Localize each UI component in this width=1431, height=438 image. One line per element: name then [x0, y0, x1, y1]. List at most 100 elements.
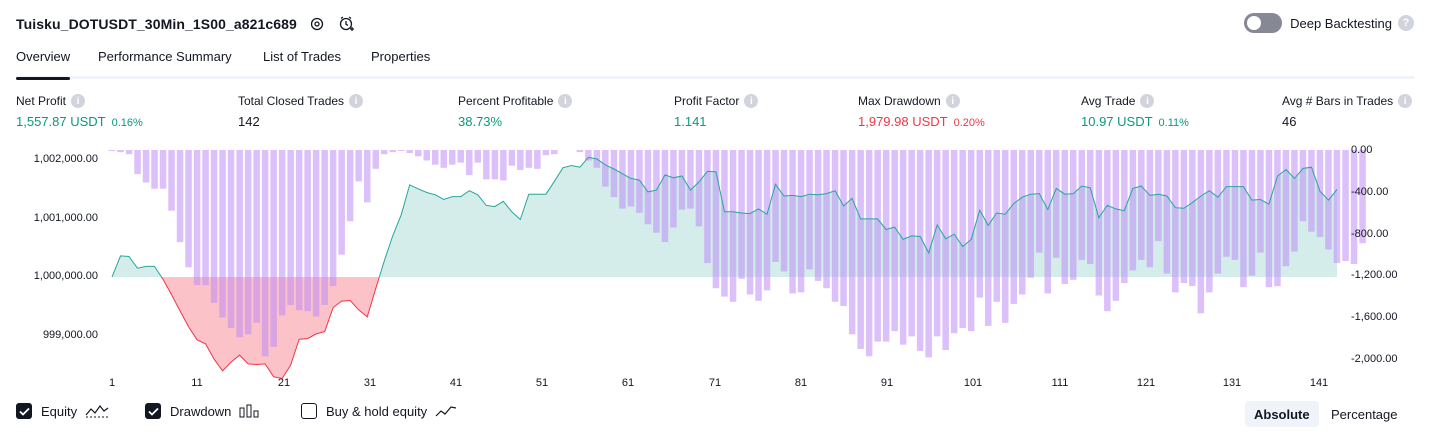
info-icon[interactable]: i — [349, 94, 364, 108]
x-tick: 61 — [621, 377, 635, 389]
tab-performance-summary[interactable]: Performance Summary — [98, 49, 232, 64]
y-right-tick: 0.00 — [1351, 144, 1373, 156]
drawdown-bar — [398, 150, 405, 151]
drawdown-bar — [381, 150, 388, 155]
drawdown-bar — [466, 150, 473, 176]
y-left-tick: 1,001,000.00 — [33, 212, 98, 224]
drawdown-bar — [1010, 150, 1017, 304]
absolute-toggle[interactable]: Absolute — [1245, 401, 1319, 427]
settings-icon[interactable] — [307, 14, 327, 34]
drawdown-bar — [202, 150, 209, 286]
drawdown-bar — [508, 150, 516, 166]
legend-equity[interactable]: Equity — [16, 403, 109, 419]
drawdown-bar — [814, 150, 822, 281]
toggle-knob — [1247, 16, 1262, 30]
drawdown-bar — [542, 150, 550, 156]
drawdown-bar — [840, 150, 847, 306]
drawdown-bar — [950, 150, 958, 334]
drawdown-bar — [1206, 150, 1213, 293]
metric-max-drawdown: Max Drawdown i 1,979.98 USDT 0.20% — [858, 93, 985, 129]
info-icon[interactable]: i — [1398, 94, 1413, 108]
drawdown-bar — [959, 150, 966, 328]
deep-backtesting-toggle[interactable] — [1244, 13, 1283, 33]
drawdown-bar — [500, 150, 507, 181]
drawdown-bar — [312, 150, 320, 317]
drawdown-bar — [644, 150, 652, 225]
drawdown-bar — [772, 150, 779, 262]
percentage-toggle[interactable]: Percentage — [1331, 406, 1398, 422]
y-left-tick: 1,000,000.00 — [33, 270, 98, 282]
drawdown-bar — [806, 150, 813, 270]
metric-label: Avg Trade — [1081, 94, 1136, 108]
drawdown-bar — [1257, 150, 1264, 253]
x-tick: 41 — [449, 377, 463, 389]
drawdown-bar — [1112, 150, 1120, 301]
x-tick: 111 — [1051, 377, 1069, 389]
deep-backtesting: Deep Backtesting ? — [1244, 13, 1414, 33]
drawdown-bar — [415, 150, 422, 157]
drawdown-bar — [185, 150, 192, 268]
drawdown-bar — [534, 150, 541, 169]
metric-percent: 0.11% — [1158, 117, 1189, 129]
y-right-tick: -2,000.00 — [1351, 353, 1398, 365]
x-tick: 131 — [1222, 377, 1242, 389]
drawdown-bar — [474, 150, 481, 163]
x-tick: 71 — [708, 377, 722, 389]
drawdown-bar — [789, 150, 796, 294]
metric-value: 1,557.87 USDT — [16, 114, 106, 129]
tab-bar: Overview Performance Summary List of Tra… — [16, 44, 1414, 80]
x-tick: 91 — [880, 377, 894, 389]
help-icon[interactable]: ? — [1398, 15, 1414, 31]
drawdown-bar — [712, 150, 720, 289]
equity-checkbox[interactable] — [16, 403, 32, 419]
drawdown-bar — [440, 150, 447, 168]
drawdown-bar — [449, 150, 456, 165]
drawdown-bar — [1282, 150, 1290, 267]
metric-percent-profitable: Percent Profitable i 38.73% — [458, 93, 573, 129]
drawdown-bar — [491, 150, 499, 180]
drawdown-bar — [372, 150, 379, 169]
drawdown-bar — [525, 150, 533, 168]
tab-overview[interactable]: Overview — [16, 49, 71, 80]
drawdown-bar — [1002, 150, 1009, 323]
drawdown-checkbox[interactable] — [145, 403, 161, 419]
drawdown-bar — [1265, 150, 1273, 288]
metric-value: 38.73% — [458, 114, 503, 129]
drawdown-bar — [831, 150, 839, 302]
drawdown-bar — [865, 150, 873, 357]
metric-value: 1,979.98 USDT — [858, 114, 948, 129]
metric-label: Net Profit — [16, 94, 67, 108]
metric-profit-factor: Profit Factor i 1.141 — [674, 93, 759, 129]
drawdown-bar — [695, 150, 703, 227]
drawdown-bar — [1274, 150, 1281, 287]
drawdown-bar — [1299, 150, 1307, 222]
drawdown-bar — [108, 150, 116, 151]
info-icon[interactable]: i — [744, 94, 759, 108]
drawdown-bar — [993, 150, 1000, 302]
info-icon[interactable]: i — [1140, 94, 1155, 108]
drawdown-bar — [321, 150, 328, 305]
drawdown-bar — [295, 150, 303, 311]
legend-drawdown[interactable]: Drawdown — [145, 403, 259, 419]
add-alert-icon[interactable] — [337, 14, 357, 34]
drawdown-bar — [1146, 150, 1154, 268]
drawdown-bar — [848, 150, 856, 335]
drawdown-bar — [117, 150, 124, 153]
tab-list-of-trades[interactable]: List of Trades — [263, 49, 342, 64]
info-icon[interactable]: i — [558, 94, 573, 108]
drawdown-bar — [210, 150, 218, 303]
drawdown-bar — [653, 150, 660, 233]
tab-properties[interactable]: Properties — [371, 49, 431, 64]
drawdown-bar — [176, 150, 184, 243]
drawdown-bar — [721, 150, 728, 297]
buy-hold-checkbox[interactable] — [301, 403, 317, 419]
legend-buy-hold[interactable]: Buy & hold equity — [301, 403, 457, 419]
metric-percent: 0.16% — [111, 117, 143, 129]
info-icon[interactable]: i — [945, 94, 960, 108]
drawdown-bar — [942, 150, 949, 350]
equity-line-positive — [111, 156, 1338, 277]
drawdown-bar — [1316, 150, 1324, 237]
drawdown-bar — [857, 150, 864, 349]
info-icon[interactable]: i — [71, 94, 86, 108]
